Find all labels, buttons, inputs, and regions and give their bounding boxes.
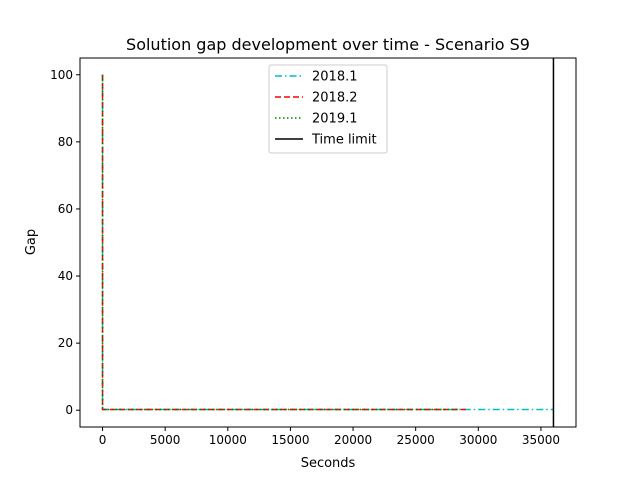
legend-label-0: 2018.1 [312, 70, 358, 85]
x-tick-label-4: 20000 [334, 433, 372, 447]
legend-box [268, 64, 388, 154]
axes-frame [79, 57, 577, 428]
legend-label-1: 2018.2 [312, 91, 358, 106]
legend-label-3: Time limit [311, 133, 377, 148]
y-axis-label: Gap [24, 229, 39, 255]
x-tick-label-3: 15000 [271, 433, 309, 447]
x-axis-label: Seconds [301, 456, 356, 471]
x-tick-label-6: 30000 [459, 433, 497, 447]
x-tick-label-0: 0 [99, 433, 107, 447]
x-tick-label-7: 35000 [522, 433, 560, 447]
y-tick-label-5: 100 [50, 68, 73, 82]
legend: 2018.1 2018.2 2019.1 Time limit [268, 64, 388, 154]
y-tick-label-0: 0 [65, 403, 73, 417]
x-tick-label-5: 25000 [397, 433, 435, 447]
legend-label-2: 2019.1 [312, 112, 358, 127]
chart-title: Solution gap development over time - Sce… [126, 35, 530, 54]
y-tick-label-3: 60 [58, 202, 73, 216]
y-tick-label-4: 80 [58, 135, 73, 149]
y-tick-label-1: 20 [58, 336, 73, 350]
y-tick-label-2: 40 [58, 269, 73, 283]
plot-area: 0 5000 10000 15000 20000 25000 30000 35000 0 20 40… [50, 57, 577, 447]
x-tick-label-1: 5000 [150, 433, 181, 447]
x-tick-label-2: 10000 [209, 433, 247, 447]
